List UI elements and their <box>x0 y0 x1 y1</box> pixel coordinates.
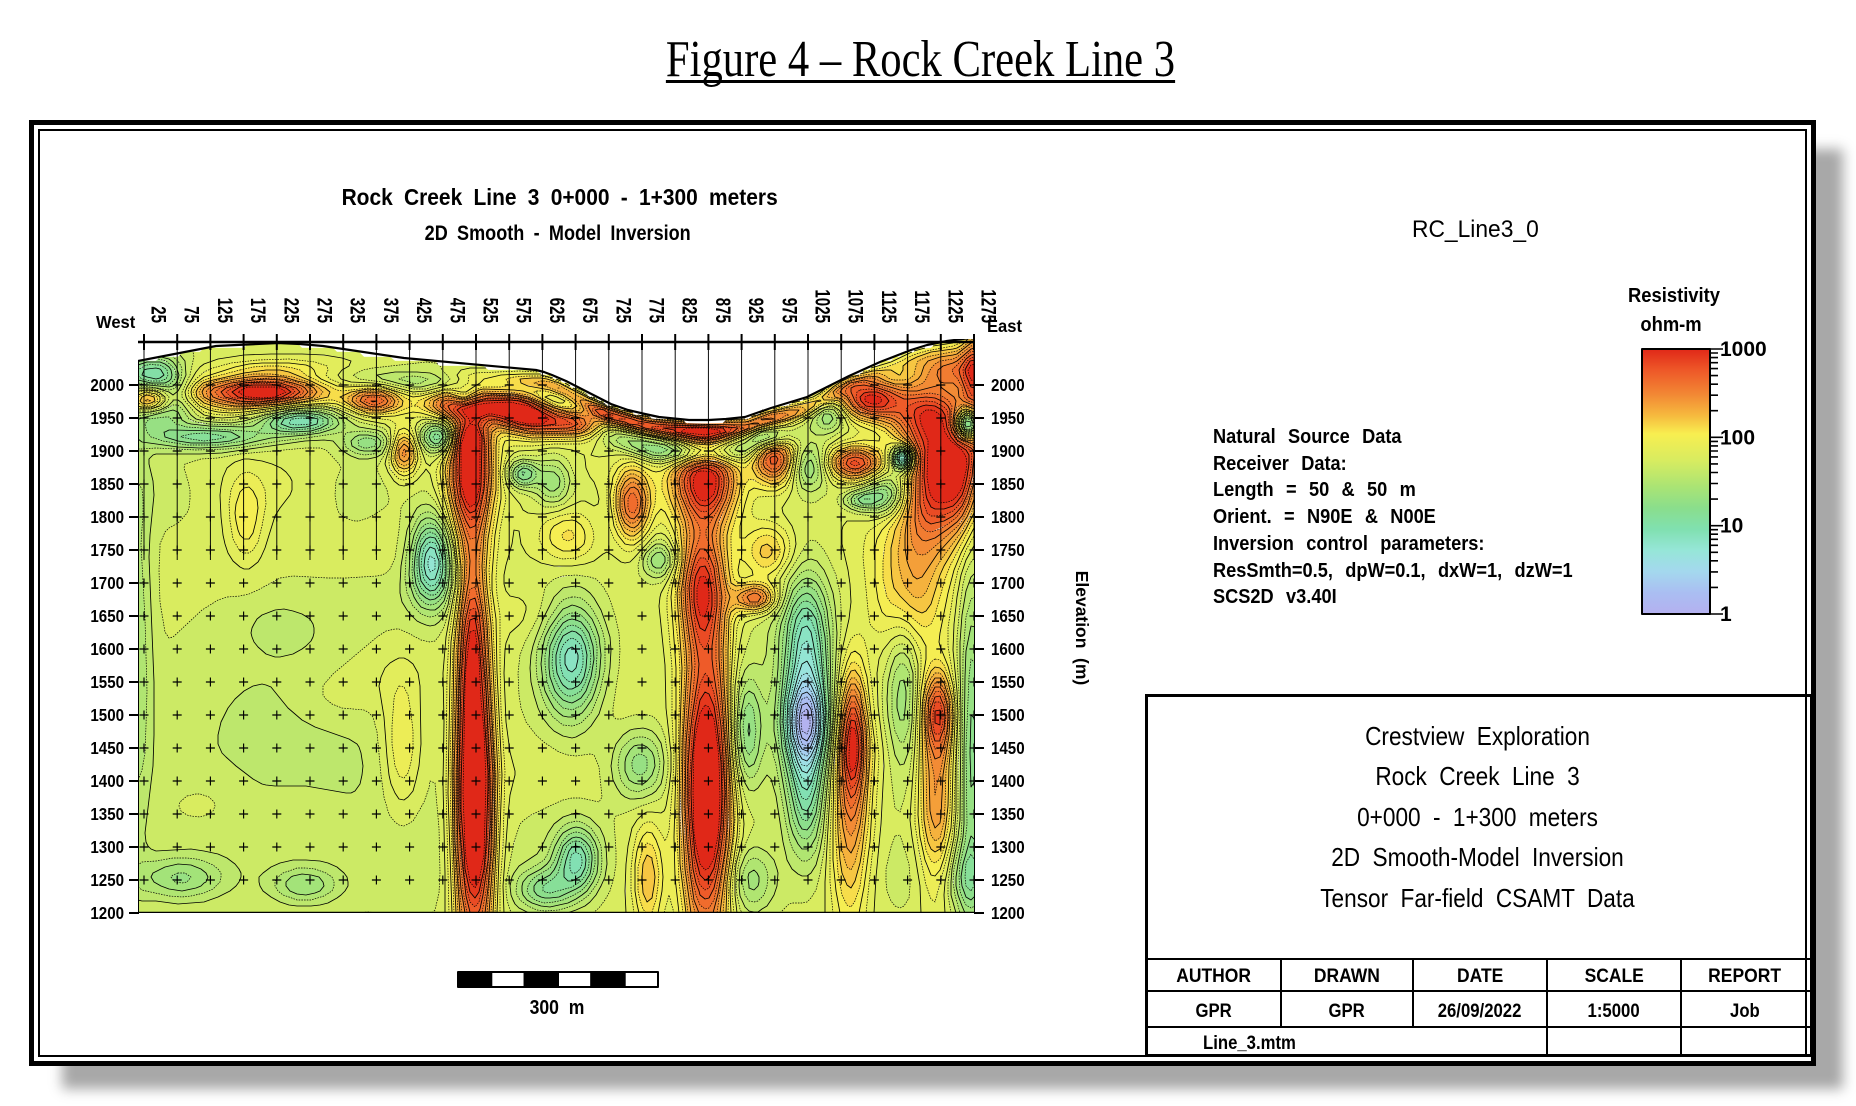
svg-text:1700: 1700 <box>991 573 1025 594</box>
svg-text:1250: 1250 <box>90 870 124 891</box>
svg-text:1350: 1350 <box>90 804 124 825</box>
svg-text:1900: 1900 <box>991 441 1025 462</box>
svg-text:525: 525 <box>479 298 503 323</box>
svg-text:1550: 1550 <box>90 672 124 693</box>
svg-text:1250: 1250 <box>991 870 1025 891</box>
svg-text:325: 325 <box>346 298 370 323</box>
svg-text:1200: 1200 <box>90 903 124 924</box>
svg-text:1950: 1950 <box>90 408 124 429</box>
svg-text:575: 575 <box>512 298 536 323</box>
svg-text:1650: 1650 <box>90 606 124 627</box>
svg-text:1300: 1300 <box>90 837 124 858</box>
svg-text:1850: 1850 <box>90 474 124 495</box>
svg-text:125: 125 <box>213 298 237 323</box>
svg-text:1800: 1800 <box>90 507 124 528</box>
svg-text:925: 925 <box>745 298 769 323</box>
svg-text:Resistivity: Resistivity <box>1628 285 1720 307</box>
svg-text:225: 225 <box>280 298 304 323</box>
svg-text:25: 25 <box>147 306 171 323</box>
svg-text:475: 475 <box>446 298 470 323</box>
svg-text:1650: 1650 <box>991 606 1025 627</box>
svg-text:975: 975 <box>778 298 802 323</box>
svg-text:East: East <box>987 315 1022 336</box>
svg-text:1950: 1950 <box>991 408 1025 429</box>
svg-text:1800: 1800 <box>991 507 1025 528</box>
svg-text:1750: 1750 <box>90 540 124 561</box>
svg-text:425: 425 <box>413 298 437 323</box>
svg-text:1000: 1000 <box>1720 338 1767 361</box>
svg-text:1075: 1075 <box>844 289 868 323</box>
svg-text:1550: 1550 <box>991 672 1025 693</box>
svg-text:1500: 1500 <box>991 705 1025 726</box>
svg-text:West: West <box>96 311 135 332</box>
svg-text:1500: 1500 <box>90 705 124 726</box>
svg-text:ohm-m: ohm-m <box>1640 314 1701 336</box>
svg-text:1600: 1600 <box>991 639 1025 660</box>
svg-text:725: 725 <box>612 298 636 323</box>
svg-text:1175: 1175 <box>911 290 935 323</box>
svg-text:1700: 1700 <box>90 573 124 594</box>
svg-text:75: 75 <box>180 306 204 323</box>
svg-text:1200: 1200 <box>991 903 1025 924</box>
svg-text:1450: 1450 <box>90 738 124 759</box>
svg-text:10: 10 <box>1720 515 1743 538</box>
svg-text:1600: 1600 <box>90 639 124 660</box>
svg-text:1400: 1400 <box>991 771 1025 792</box>
svg-text:1750: 1750 <box>991 540 1025 561</box>
svg-text:775: 775 <box>645 298 669 323</box>
svg-text:1850: 1850 <box>991 474 1025 495</box>
svg-text:2000: 2000 <box>991 375 1025 396</box>
svg-text:2000: 2000 <box>90 375 124 396</box>
svg-text:1: 1 <box>1720 603 1732 626</box>
svg-text:675: 675 <box>579 298 603 323</box>
svg-text:1125: 1125 <box>877 290 901 323</box>
svg-text:825: 825 <box>678 298 702 323</box>
svg-text:1900: 1900 <box>90 441 124 462</box>
svg-text:875: 875 <box>711 298 735 323</box>
svg-text:1025: 1025 <box>811 289 835 323</box>
svg-text:1275: 1275 <box>977 289 1001 323</box>
svg-text:1350: 1350 <box>991 804 1025 825</box>
svg-text:175: 175 <box>247 298 271 323</box>
svg-text:275: 275 <box>313 298 337 323</box>
svg-text:Elevation (m): Elevation (m) <box>1072 571 1092 685</box>
svg-text:1300: 1300 <box>991 837 1025 858</box>
svg-text:1450: 1450 <box>991 738 1025 759</box>
svg-text:1400: 1400 <box>90 771 124 792</box>
svg-text:375: 375 <box>379 298 403 323</box>
svg-text:100: 100 <box>1720 426 1755 449</box>
svg-text:300 m: 300 m <box>530 996 585 1018</box>
svg-text:1225: 1225 <box>944 289 968 323</box>
svg-text:625: 625 <box>545 298 569 323</box>
